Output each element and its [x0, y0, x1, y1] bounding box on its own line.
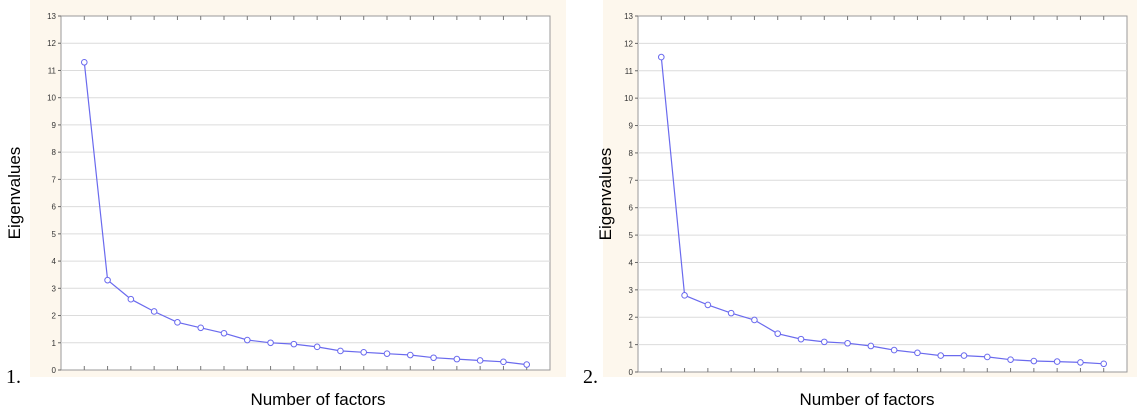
y-tick-label: 3	[52, 284, 57, 293]
data-point	[1007, 356, 1014, 363]
data-point	[727, 309, 735, 317]
y-tick-label: 6	[629, 204, 634, 213]
panel-number: 2.	[583, 366, 598, 388]
data-point	[500, 358, 507, 366]
data-point	[890, 346, 898, 354]
data-point	[360, 349, 368, 356]
data-point	[104, 276, 111, 284]
panel-number: 1.	[6, 366, 21, 388]
y-tick-label: 13	[624, 12, 633, 21]
series-line	[83, 62, 527, 366]
data-point	[704, 301, 712, 309]
data-point	[243, 336, 251, 344]
y-tick-label: 5	[629, 231, 634, 240]
data-point	[523, 361, 531, 368]
data-point	[476, 357, 484, 364]
y-tick-label: 10	[47, 94, 56, 103]
data-point	[657, 53, 665, 61]
y-axis-label: Eigenvalues	[596, 148, 615, 241]
data-point	[290, 340, 298, 348]
y-tick-label: 11	[48, 66, 57, 75]
data-point	[844, 339, 851, 347]
y-tick-label: 7	[52, 175, 57, 184]
data-point	[80, 58, 88, 66]
y-tick-label: 4	[52, 257, 57, 266]
data-point	[406, 351, 414, 359]
y-tick-label: 6	[52, 203, 57, 212]
data-point	[430, 354, 437, 362]
scree-plot-1: 0 1 2 3 4 5 6 7 8 9 10 11 12 13 Eigenvalues Number of f…	[0, 0, 566, 412]
data-point	[937, 352, 945, 359]
data-point	[1053, 358, 1061, 365]
y-tick-label: 13	[47, 12, 56, 21]
y-tick-label: 3	[629, 286, 634, 295]
data-point	[1100, 360, 1108, 368]
data-point	[751, 316, 758, 324]
y-axis-label: Eigenvalues	[5, 147, 24, 240]
data-point	[681, 292, 688, 299]
y-tick-label: 9	[629, 122, 634, 131]
x-axis-label: Number of factors	[799, 390, 934, 409]
data-point	[820, 338, 828, 346]
data-point	[383, 350, 391, 357]
y-tick-label: 4	[629, 258, 634, 267]
y-tick-label: 1	[629, 341, 634, 350]
data-point	[453, 355, 461, 363]
y-tick-label: 12	[47, 39, 56, 48]
data-point	[914, 349, 921, 357]
y-tick-label: 8	[52, 148, 57, 157]
y-tick-label: 5	[52, 230, 57, 239]
y-tick-label: 1	[52, 339, 57, 348]
plot-area	[60, 15, 551, 371]
plot-area	[637, 15, 1128, 373]
data-point	[797, 335, 805, 343]
data-point	[867, 342, 875, 350]
data-point	[150, 308, 158, 315]
data-point	[337, 347, 344, 355]
y-tick-label: 2	[52, 312, 57, 321]
data-point	[127, 295, 135, 303]
y-tick-label: 11	[625, 67, 634, 76]
data-point	[1077, 359, 1084, 366]
y-tick-label: 0	[52, 366, 57, 375]
data-point	[267, 339, 274, 347]
y-tick-label: 2	[629, 313, 634, 322]
y-tick-label: 7	[629, 176, 634, 185]
y-tick-label: 10	[624, 94, 633, 103]
series-line	[660, 57, 1104, 365]
data-point	[960, 352, 968, 359]
data-point	[313, 343, 321, 351]
x-axis-label: Number of factors	[250, 390, 385, 409]
y-tick-label: 12	[624, 39, 633, 48]
y-tick-label: 9	[52, 121, 57, 130]
data-point	[1030, 357, 1038, 365]
data-point	[174, 319, 181, 326]
scree-plot-2: 0 1 2 3 4 5 6 7 8 9 10 11 12 13 Eigenvalues Number of f…	[581, 0, 1137, 412]
data-point	[774, 330, 782, 337]
data-point	[220, 329, 228, 337]
data-point	[197, 324, 205, 332]
y-tick-label: 0	[629, 368, 634, 377]
data-point	[983, 353, 991, 361]
y-tick-label: 8	[629, 149, 634, 158]
